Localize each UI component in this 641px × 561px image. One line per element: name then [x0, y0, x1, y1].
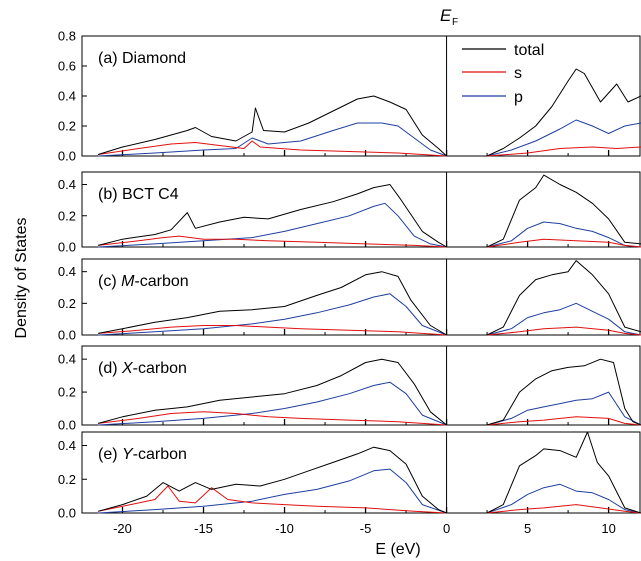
- y-tick-label: 0.2: [58, 119, 76, 134]
- y-tick-label: 0.8: [58, 29, 76, 44]
- y-tick-label: 0.0: [58, 506, 76, 521]
- series-p-conduction: [486, 483, 641, 514]
- panel-1: 0.0 0.2 0.4 0.6 0.8 (a) Diamond: [58, 29, 641, 164]
- panel-label-suffix: -carbon: [134, 273, 188, 290]
- x-tick-label: -10: [275, 521, 294, 536]
- panel-label-suffix: -carbon: [133, 446, 187, 463]
- series-s-valence: [98, 140, 447, 157]
- series-total-valence: [98, 271, 447, 336]
- series-total-valence: [98, 358, 447, 426]
- panel-4: 0.0 0.2 0.4 (d) X-carbon: [58, 345, 641, 433]
- panel-label-prefix: (b): [98, 186, 122, 203]
- panel-label-prefix: (d): [98, 360, 122, 377]
- panel-label-suffix: -carbon: [133, 360, 187, 377]
- panel-3: 0.0 0.2 0.4 (c) M-carbon: [58, 258, 641, 343]
- panel-label-italic: M: [121, 273, 135, 290]
- panel-label: (a) Diamond: [98, 50, 186, 67]
- y-tick-label: 0.6: [58, 59, 76, 74]
- panel-label-prefix: (a): [98, 50, 122, 67]
- fermi-label: E: [440, 6, 452, 25]
- series-p-conduction: [486, 221, 641, 248]
- x-tick-label: -20: [113, 521, 132, 536]
- panel-label-prefix: (e): [98, 446, 122, 463]
- y-tick-label: 0.2: [58, 296, 76, 311]
- series-total-conduction: [486, 358, 641, 426]
- series-s-conduction: [487, 504, 641, 514]
- series-total-conduction: [486, 68, 641, 157]
- legend-label-s: s: [514, 65, 522, 82]
- y-tick-label: 0.0: [58, 328, 76, 343]
- panel-label: (d) X-carbon: [98, 360, 187, 377]
- x-axis-title: E (eV): [375, 541, 420, 558]
- series-s-valence: [98, 485, 447, 514]
- y-tick-label: 0.2: [58, 385, 76, 400]
- y-axis-title: Density of States: [13, 218, 30, 339]
- panel-label-prefix: (c): [98, 273, 121, 290]
- y-tick-label: 0.4: [58, 438, 76, 453]
- panels-layer: 0.0 0.2 0.4 0.6 0.8 (a) Diamond 0.0 0.2 0.4 (b) B…: [58, 29, 641, 521]
- legend-label-total: total: [514, 42, 544, 59]
- series-p-conduction: [486, 302, 641, 336]
- series-s-conduction: [487, 238, 641, 248]
- series-p-valence: [98, 293, 447, 336]
- panel-label-italic: Y: [122, 446, 134, 463]
- panel-label-suffix: BCT C4: [122, 186, 179, 203]
- panel-label-suffix: Diamond: [122, 50, 186, 67]
- series-s-conduction: [487, 416, 641, 426]
- panel-2: 0.0 0.2 0.4 (b) BCT C4: [58, 171, 641, 255]
- panel-label: (b) BCT C4: [98, 186, 179, 203]
- y-tick-label: 0.2: [58, 208, 76, 223]
- series-s-valence: [98, 235, 447, 248]
- legend: total sp: [462, 42, 544, 106]
- series-total-conduction: [486, 431, 641, 514]
- panel-label: (e) Y-carbon: [98, 446, 187, 463]
- series-p-valence: [98, 381, 447, 426]
- panel-label: (c) M-carbon: [98, 273, 189, 290]
- y-tick-label: 0.4: [58, 352, 76, 367]
- panel-5: 0.0 0.2 0.4 (e) Y-carbon: [58, 431, 641, 521]
- panel-frame: [81, 171, 641, 248]
- series-s-conduction: [487, 146, 641, 157]
- legend-label-p: p: [514, 89, 523, 106]
- panel-label-italic: X: [121, 360, 134, 377]
- series-p-valence: [98, 468, 447, 514]
- x-axis: -20 -15 -10 -5 0 5 10: [113, 521, 616, 536]
- series-s-conduction: [487, 326, 641, 336]
- fermi-level-label: E F: [440, 6, 458, 28]
- series-p-conduction: [486, 391, 641, 426]
- y-tick-label: 0.4: [58, 89, 76, 104]
- series-p-valence: [98, 202, 447, 248]
- series-s-valence: [98, 325, 447, 336]
- series-p-valence: [98, 122, 447, 157]
- x-tick-label: 10: [601, 521, 615, 536]
- fermi-label-subscript: F: [452, 17, 458, 28]
- y-tick-label: 0.4: [58, 264, 76, 279]
- panel-frame: [81, 345, 641, 426]
- x-tick-label: -5: [360, 521, 372, 536]
- panel-frame: [81, 431, 641, 514]
- panel-frame: [81, 258, 641, 336]
- series-total-valence: [98, 446, 447, 514]
- series-p-conduction: [486, 119, 641, 157]
- series-total-conduction: [486, 174, 641, 248]
- y-tick-label: 0.0: [58, 149, 76, 164]
- y-tick-label: 0.0: [58, 418, 76, 433]
- y-tick-label: 0.2: [58, 472, 76, 487]
- y-tick-label: 0.4: [58, 177, 76, 192]
- series-total-conduction: [486, 260, 641, 336]
- x-tick-label: 0: [443, 521, 450, 536]
- series-s-valence: [98, 411, 447, 426]
- series-total-valence: [98, 184, 447, 248]
- series-total-valence: [98, 95, 447, 157]
- x-tick-label: 5: [524, 521, 531, 536]
- y-tick-label: 0.0: [58, 240, 76, 255]
- x-tick-label: -15: [194, 521, 213, 536]
